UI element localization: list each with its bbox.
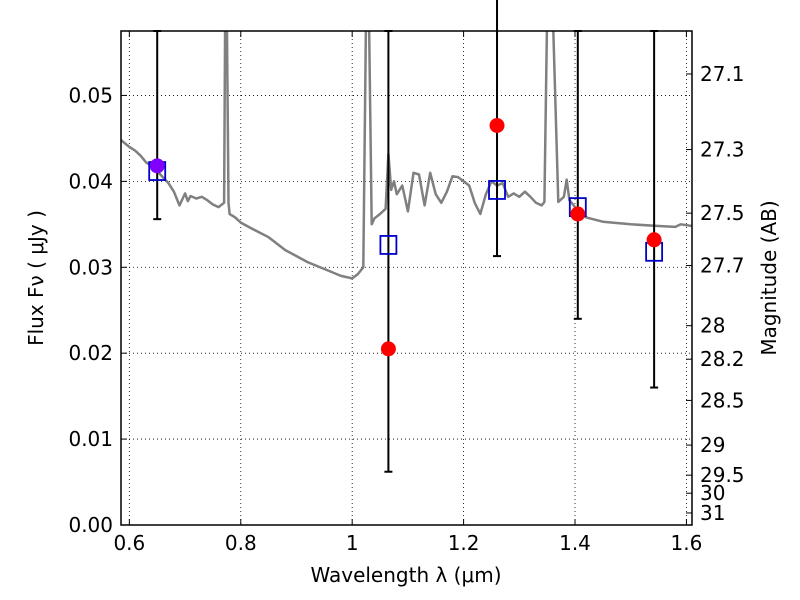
x-tick-label: 1.4 — [559, 531, 591, 555]
right-tick-label: 29.5 — [700, 463, 745, 487]
y-tick-label: 0.03 — [68, 255, 113, 279]
y-axis-left: 0.00 0.01 0.02 0.03 0.04 0.05 — [68, 83, 127, 537]
y-axis-label: Flux Fν ( μJy ) — [24, 210, 48, 346]
y-tick-label: 0.02 — [68, 341, 113, 365]
x-tick-label: 0.8 — [225, 531, 257, 555]
data-markers — [148, 118, 664, 357]
observed-point — [646, 232, 662, 248]
x-tick-label: 0.6 — [113, 531, 145, 555]
y-axis-right-label: Magnitude (AB) — [757, 200, 781, 355]
right-tick-label: 29 — [700, 433, 725, 457]
right-tick-label: 27.1 — [700, 62, 745, 86]
model-band-square — [488, 180, 506, 200]
y-tick-label: 0.04 — [68, 169, 113, 193]
model-spectrum-line — [121, 31, 692, 280]
right-tick-label: 28.5 — [700, 388, 745, 412]
right-tick-label: 27.5 — [700, 201, 745, 225]
x-tick-label: 1.2 — [448, 531, 480, 555]
y-tick-label: 0.01 — [68, 427, 113, 451]
model-spectrum — [121, 31, 692, 280]
observed-point — [489, 118, 505, 134]
right-tick-label: 31 — [700, 501, 725, 525]
right-tick-label: 27.7 — [700, 254, 745, 278]
observed-point — [149, 158, 165, 174]
x-axis-label: Wavelength λ (μm) — [310, 563, 501, 587]
x-axis: 0.6 0.8 1 1.2 1.4 1.6 — [113, 31, 702, 555]
right-tick-label: 28.2 — [700, 347, 745, 371]
plot-frame — [120, 30, 693, 526]
right-tick-label: 27.3 — [700, 138, 745, 162]
y-tick-label: 0.05 — [68, 83, 113, 107]
error-bars — [153, 0, 659, 473]
y-tick-label: 0.00 — [68, 513, 113, 537]
right-tick-label: 28 — [700, 314, 725, 338]
x-tick-label: 1 — [346, 531, 359, 555]
grid-lines — [121, 31, 692, 526]
model-band-square — [379, 235, 398, 255]
right-tick-label: 30 — [700, 481, 725, 505]
observed-point — [570, 206, 586, 222]
x-tick-label: 1.6 — [671, 531, 703, 555]
observed-point — [380, 341, 396, 357]
